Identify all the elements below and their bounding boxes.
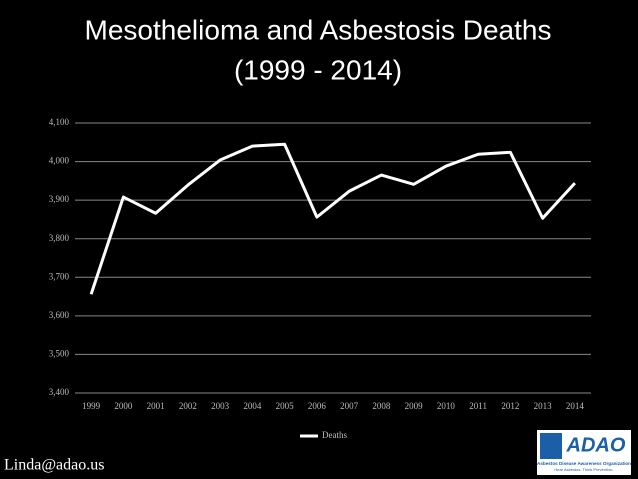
y-tick-label: 3,800	[49, 233, 70, 243]
x-tick-label: 2002	[179, 401, 197, 411]
y-tick-label: 3,600	[49, 310, 70, 320]
x-tick-label: 2001	[147, 401, 165, 411]
x-tick-label: 2014	[566, 401, 585, 411]
x-tick-label: 2003	[211, 401, 230, 411]
x-tick-label: 2008	[372, 401, 391, 411]
chart-subtitle: (1999 - 2014)	[234, 54, 402, 85]
x-tick-label: 2007	[340, 401, 359, 411]
logo-name: ADAO	[566, 434, 626, 456]
x-tick-label: 2009	[405, 401, 424, 411]
legend-label: Deaths	[322, 430, 347, 440]
y-tick-label: 3,400	[49, 387, 70, 397]
footer-email: Linda@adao.us	[4, 457, 104, 474]
chart-title: Mesothelioma and Asbestosis Deaths	[85, 14, 552, 45]
x-tick-label: 2011	[469, 401, 487, 411]
y-tick-label: 3,700	[49, 271, 70, 281]
y-tick-label: 4,000	[49, 156, 70, 166]
y-tick-label: 3,500	[49, 348, 70, 358]
y-tick-label: 3,900	[49, 194, 70, 204]
y-tick-label: 4,100	[49, 117, 70, 127]
x-tick-label: 2000	[114, 401, 133, 411]
logo-org: Asbestos Disease Awareness Organization	[537, 461, 631, 466]
x-tick-label: 2006	[308, 401, 327, 411]
logo: ADAO Asbestos Disease Awareness Organiza…	[537, 430, 631, 475]
logo-tagline: Hear Asbestos. Think Prevention.	[554, 467, 613, 472]
x-tick-label: 2005	[276, 401, 295, 411]
x-tick-label: 2013	[534, 401, 553, 411]
data-line	[89, 142, 576, 295]
x-tick-label: 2010	[437, 401, 456, 411]
x-tick-label: 2004	[243, 401, 262, 411]
x-tick-label: 2012	[501, 401, 519, 411]
logo-icon	[540, 433, 562, 459]
x-tick-label: 1999	[82, 401, 101, 411]
